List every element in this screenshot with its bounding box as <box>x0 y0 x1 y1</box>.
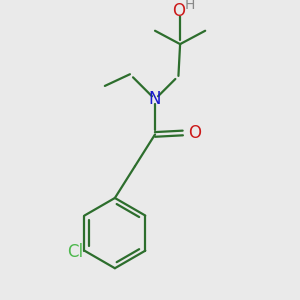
Text: O: O <box>188 124 202 142</box>
Text: Cl: Cl <box>67 243 83 261</box>
Text: H: H <box>185 0 195 12</box>
Text: N: N <box>149 90 161 108</box>
Text: O: O <box>172 2 185 20</box>
